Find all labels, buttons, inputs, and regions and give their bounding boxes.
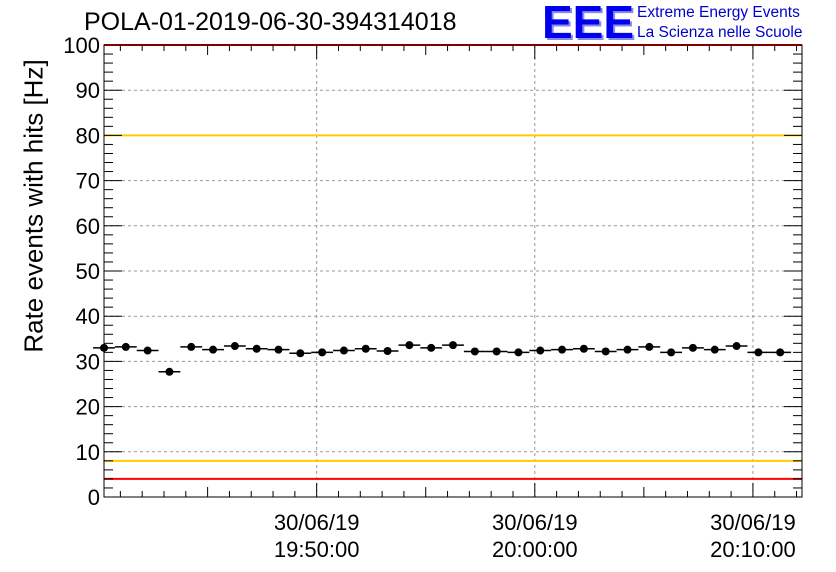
data-point bbox=[747, 348, 770, 357]
data-points bbox=[93, 341, 792, 376]
reference-lines bbox=[104, 44, 802, 480]
data-point-marker bbox=[318, 348, 327, 357]
data-point-marker bbox=[100, 343, 108, 352]
data-point bbox=[136, 346, 159, 355]
data-point-marker bbox=[405, 341, 414, 350]
data-point-marker bbox=[209, 345, 218, 354]
logo-mark: EEE bbox=[542, 2, 634, 44]
data-point-marker bbox=[623, 345, 632, 354]
data-point bbox=[485, 347, 508, 356]
data-point-marker bbox=[776, 348, 785, 357]
data-point bbox=[376, 347, 399, 356]
data-point-marker bbox=[470, 347, 479, 356]
y-tick-label: 10 bbox=[76, 440, 100, 465]
data-point-marker bbox=[536, 346, 545, 355]
data-point bbox=[551, 345, 573, 354]
data-point bbox=[245, 344, 268, 353]
y-tick-label: 40 bbox=[76, 304, 100, 329]
y-tick-label: 30 bbox=[76, 349, 100, 374]
data-point-marker bbox=[143, 346, 152, 355]
y-tick-label: 90 bbox=[76, 78, 100, 103]
data-point-marker bbox=[427, 343, 436, 352]
data-point-marker bbox=[187, 342, 196, 351]
x-tick-date-label: 30/06/19 bbox=[274, 510, 360, 535]
data-point-marker bbox=[121, 342, 130, 351]
data-point-marker bbox=[667, 348, 676, 357]
data-point bbox=[682, 343, 704, 352]
data-point-marker bbox=[296, 349, 305, 358]
data-point-marker bbox=[252, 344, 261, 353]
axes-frame bbox=[103, 44, 803, 498]
chart-title: POLA-01-2019-06-30-394314018 bbox=[84, 8, 457, 36]
y-tick-label: 80 bbox=[76, 123, 100, 148]
y-tick-label: 0 bbox=[88, 485, 100, 510]
data-point-marker bbox=[688, 343, 697, 352]
data-point-marker bbox=[601, 347, 610, 356]
logo-mark-shadow: EEE bbox=[544, 2, 636, 44]
data-point-marker bbox=[732, 342, 741, 351]
x-tick-date-label: 30/06/19 bbox=[710, 510, 796, 535]
y-tick-label: 20 bbox=[76, 395, 100, 420]
data-point-marker bbox=[449, 341, 457, 350]
data-point-marker bbox=[230, 342, 239, 351]
data-point bbox=[660, 348, 683, 357]
eee-logo-icon: EEE EEE bbox=[542, 2, 636, 44]
data-point bbox=[289, 349, 312, 358]
data-point bbox=[333, 346, 355, 355]
data-point bbox=[93, 343, 115, 352]
data-point bbox=[354, 344, 377, 353]
data-point bbox=[594, 347, 617, 356]
y-tick-label: 60 bbox=[76, 214, 100, 239]
data-point-marker bbox=[754, 348, 763, 357]
data-point bbox=[725, 342, 748, 351]
data-point bbox=[638, 342, 661, 351]
y-tick-label: 70 bbox=[76, 169, 100, 194]
x-tick-time-label: 19:50:00 bbox=[274, 537, 360, 562]
data-point-marker bbox=[710, 345, 719, 354]
data-point bbox=[420, 343, 443, 352]
data-point-marker bbox=[579, 344, 588, 353]
tick-labels: 010203040506070809010030/06/1919:50:0030… bbox=[63, 33, 795, 562]
data-point bbox=[463, 347, 486, 356]
x-tick-time-label: 20:00:00 bbox=[492, 537, 578, 562]
data-point bbox=[572, 344, 595, 353]
data-point-marker bbox=[165, 367, 174, 376]
data-point bbox=[507, 348, 530, 357]
y-axis-label: Rate events with hits [Hz] bbox=[18, 59, 49, 353]
data-point bbox=[311, 348, 334, 357]
data-point-marker bbox=[558, 345, 567, 354]
data-point-marker bbox=[383, 347, 392, 356]
data-point bbox=[158, 367, 181, 376]
data-point-marker bbox=[492, 347, 501, 356]
y-tick-label: 50 bbox=[76, 259, 100, 284]
data-point-marker bbox=[514, 348, 523, 357]
grid-lines bbox=[104, 45, 802, 497]
data-point-marker bbox=[361, 344, 370, 353]
data-point bbox=[616, 345, 639, 354]
data-point bbox=[769, 348, 792, 357]
data-point bbox=[267, 345, 290, 354]
data-point bbox=[398, 341, 421, 350]
data-point bbox=[114, 342, 137, 351]
x-tick-time-label: 20:10:00 bbox=[710, 537, 796, 562]
data-point bbox=[442, 341, 464, 350]
data-point-marker bbox=[645, 342, 654, 351]
data-point-marker bbox=[274, 345, 283, 354]
data-point-marker bbox=[339, 346, 348, 355]
x-tick-date-label: 30/06/19 bbox=[492, 510, 578, 535]
data-point bbox=[223, 342, 246, 351]
data-point bbox=[180, 342, 203, 351]
data-point bbox=[202, 345, 224, 354]
logo-line-2: La Scienza nelle Scuole bbox=[637, 24, 803, 41]
data-point bbox=[529, 346, 552, 355]
data-point bbox=[703, 345, 726, 354]
logo-line-1: Extreme Energy Events bbox=[637, 4, 800, 21]
y-tick-label: 100 bbox=[63, 33, 100, 58]
